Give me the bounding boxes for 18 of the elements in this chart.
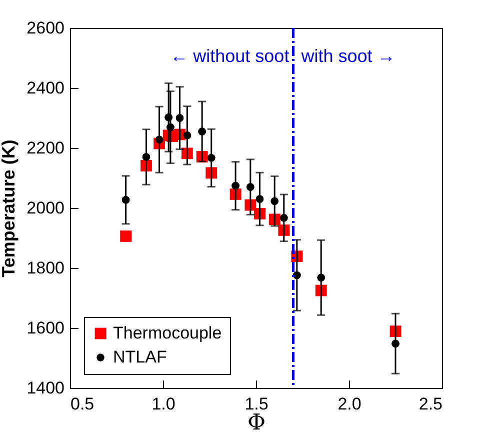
x-tick-label: 0.5 — [70, 394, 94, 414]
y-tick-label: 2400 — [26, 78, 64, 98]
y-tick-label: 1800 — [26, 258, 64, 278]
y-tick-label: 1600 — [26, 318, 64, 338]
annotation: ← without soot — [170, 46, 290, 66]
x-tick-label: 1.0 — [152, 394, 176, 414]
y-tick-label: 1400 — [26, 378, 64, 398]
legend-label: NTLAF — [113, 348, 167, 366]
annotation: with soot → — [300, 46, 396, 66]
y-tick-label: 2000 — [26, 198, 64, 218]
y-axis-title: Temperature (K) — [0, 140, 19, 278]
x-tick-label: 1.5 — [244, 394, 268, 414]
x-tick-label: 2.5 — [418, 394, 442, 414]
y-tick-label: 2200 — [26, 138, 64, 158]
y-tick-label: 2600 — [26, 18, 64, 38]
legend-label: Thermocouple — [113, 324, 222, 342]
x-axis-title: Φ — [247, 410, 266, 436]
x-tick-label: 2.0 — [338, 394, 362, 414]
